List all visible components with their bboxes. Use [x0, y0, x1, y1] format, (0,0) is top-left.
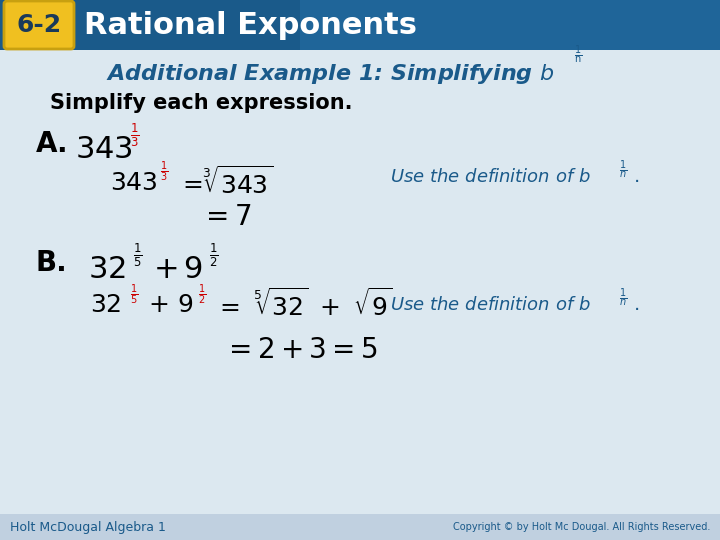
Text: Use the definition of $\mathit{b}$: Use the definition of $\mathit{b}$ — [390, 296, 590, 314]
Text: $= 2 + 3 = 5$: $= 2 + 3 = 5$ — [222, 336, 377, 364]
Text: $=\ \sqrt[5]{32}\ +\ \sqrt{9}$: $=\ \sqrt[5]{32}\ +\ \sqrt{9}$ — [215, 289, 392, 321]
Text: $9$: $9$ — [183, 255, 202, 285]
Text: $32$: $32$ — [88, 255, 126, 285]
Text: $343$: $343$ — [110, 171, 158, 195]
Text: Simplify each expression.: Simplify each expression. — [50, 93, 353, 113]
Text: $32$: $32$ — [90, 293, 122, 317]
Text: Copyright © by Holt Mc Dougal. All Rights Reserved.: Copyright © by Holt Mc Dougal. All Right… — [453, 522, 710, 532]
Text: Use the definition of $\mathit{b}$: Use the definition of $\mathit{b}$ — [390, 168, 590, 186]
Text: $\frac{1}{3}$: $\frac{1}{3}$ — [160, 160, 168, 184]
Text: Additional Example 1: Simplifying $\mathbf{\mathit{b}}$: Additional Example 1: Simplifying $\math… — [106, 62, 554, 86]
Text: $\frac{1}{2}$: $\frac{1}{2}$ — [209, 241, 218, 269]
Text: $\sqrt[3]{343}$: $\sqrt[3]{343}$ — [202, 167, 273, 199]
Text: $\frac{1}{5}$: $\frac{1}{5}$ — [133, 241, 143, 269]
Text: $343$: $343$ — [75, 136, 132, 165]
Text: $\frac{1}{n}$: $\frac{1}{n}$ — [619, 159, 627, 181]
Text: .: . — [634, 167, 640, 186]
Text: $+$: $+$ — [153, 255, 177, 285]
Text: $\frac{1}{2}$: $\frac{1}{2}$ — [198, 283, 206, 307]
Text: B.: B. — [36, 249, 68, 277]
Text: .: . — [634, 295, 640, 314]
Text: $+\ 9$: $+\ 9$ — [148, 293, 193, 317]
Text: Holt McDougal Algebra 1: Holt McDougal Algebra 1 — [10, 521, 166, 534]
FancyBboxPatch shape — [300, 0, 720, 50]
Text: Rational Exponents: Rational Exponents — [84, 10, 417, 39]
Text: $\frac{1}{3}$: $\frac{1}{3}$ — [130, 122, 140, 148]
FancyBboxPatch shape — [0, 514, 720, 540]
FancyBboxPatch shape — [0, 0, 720, 50]
Text: $\frac{1}{n}$: $\frac{1}{n}$ — [619, 287, 627, 309]
Text: 6-2: 6-2 — [17, 13, 62, 37]
FancyBboxPatch shape — [4, 1, 74, 49]
Text: A.: A. — [36, 130, 68, 158]
Text: $\mathregular{\frac{1}{n}}$: $\mathregular{\frac{1}{n}}$ — [574, 43, 582, 66]
Text: $= 7$: $= 7$ — [200, 203, 251, 231]
Text: $\frac{1}{5}$: $\frac{1}{5}$ — [130, 283, 138, 307]
Text: $=$: $=$ — [178, 171, 203, 195]
